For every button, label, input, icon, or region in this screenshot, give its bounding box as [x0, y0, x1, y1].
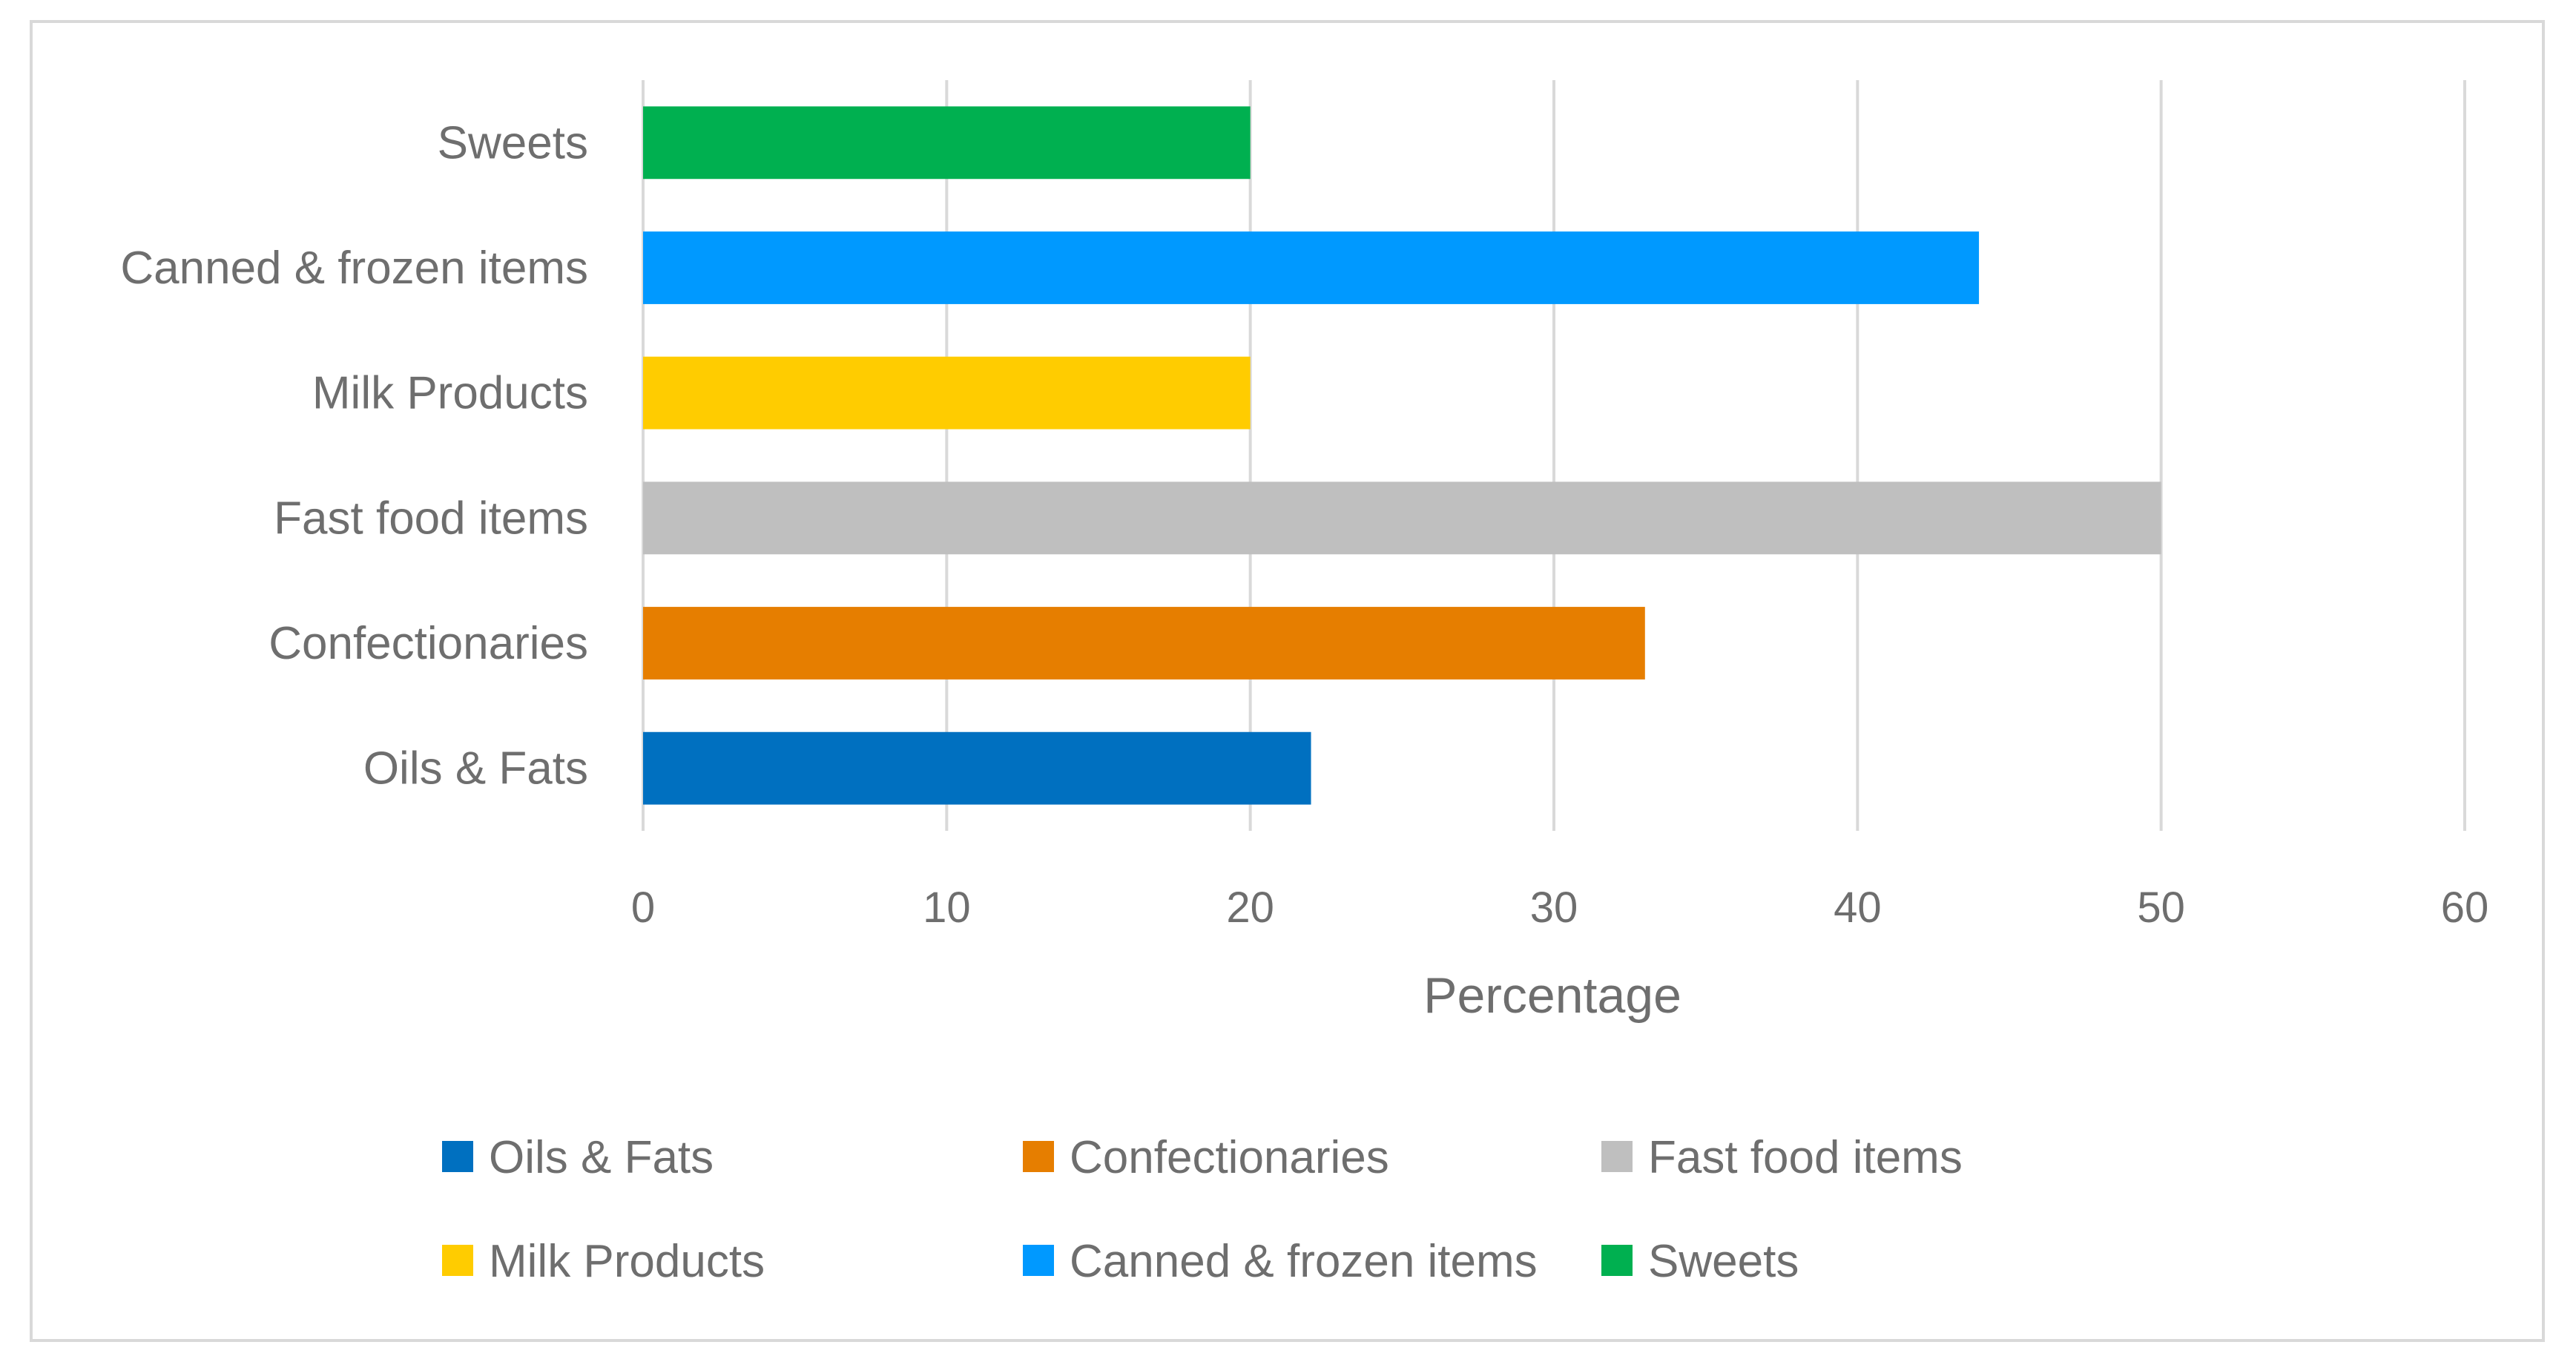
legend-swatch [1023, 1245, 1054, 1276]
legend-label: Milk Products [489, 1236, 765, 1287]
legend-label: Oils & Fats [489, 1132, 714, 1183]
bar [643, 356, 1251, 430]
legend-label: Canned & frozen items [1070, 1236, 1538, 1287]
bar [643, 731, 1311, 805]
x-tick-label: 60 [2441, 884, 2489, 932]
legend-swatch [442, 1141, 473, 1172]
x-tick-label: 30 [1530, 884, 1578, 932]
x-tick-label: 10 [923, 884, 971, 932]
x-tick-label: 40 [1834, 884, 1882, 932]
legend: Oils & Fats Confectionaries Fast food item… [442, 1132, 1963, 1287]
x-tick-label: 0 [631, 884, 655, 932]
y-category-label: Fast food items [274, 493, 588, 544]
legend-item: Confectionaries [1023, 1132, 1389, 1183]
bar [643, 481, 2161, 555]
bar [643, 607, 1645, 680]
y-category-label: Canned & frozen items [120, 243, 588, 294]
bar [643, 231, 1980, 304]
legend-label: Fast food items [1648, 1132, 1963, 1183]
bars [643, 106, 2161, 805]
legend-swatch [1023, 1141, 1054, 1172]
legend-label: Confectionaries [1070, 1132, 1389, 1183]
y-category-label: Milk Products [312, 368, 588, 419]
x-tick-label: 20 [1226, 884, 1274, 932]
legend-label: Sweets [1648, 1236, 1799, 1287]
legend-item: Oils & Fats [442, 1132, 714, 1183]
legend-item: Sweets [1601, 1236, 1799, 1287]
legend-swatch [1601, 1141, 1633, 1172]
legend-swatch [442, 1245, 473, 1276]
bar [643, 106, 1251, 180]
x-tick-label: 50 [2137, 884, 2185, 932]
y-category-label: Sweets [438, 117, 588, 168]
category-axis-labels: Oils & Fats Confectionaries Fast food item… [120, 117, 588, 794]
legend-item: Milk Products [442, 1236, 765, 1287]
y-category-label: Confectionaries [269, 618, 588, 669]
legend-item: Fast food items [1601, 1132, 1963, 1183]
y-category-label: Oils & Fats [363, 743, 588, 794]
gridlines [642, 80, 2466, 831]
x-axis-title: Percentage [1423, 967, 1681, 1024]
value-axis-tick-labels: 0 10 20 30 40 50 60 [631, 884, 2488, 932]
legend-swatch [1601, 1245, 1633, 1276]
legend-item: Canned & frozen items [1023, 1236, 1538, 1287]
